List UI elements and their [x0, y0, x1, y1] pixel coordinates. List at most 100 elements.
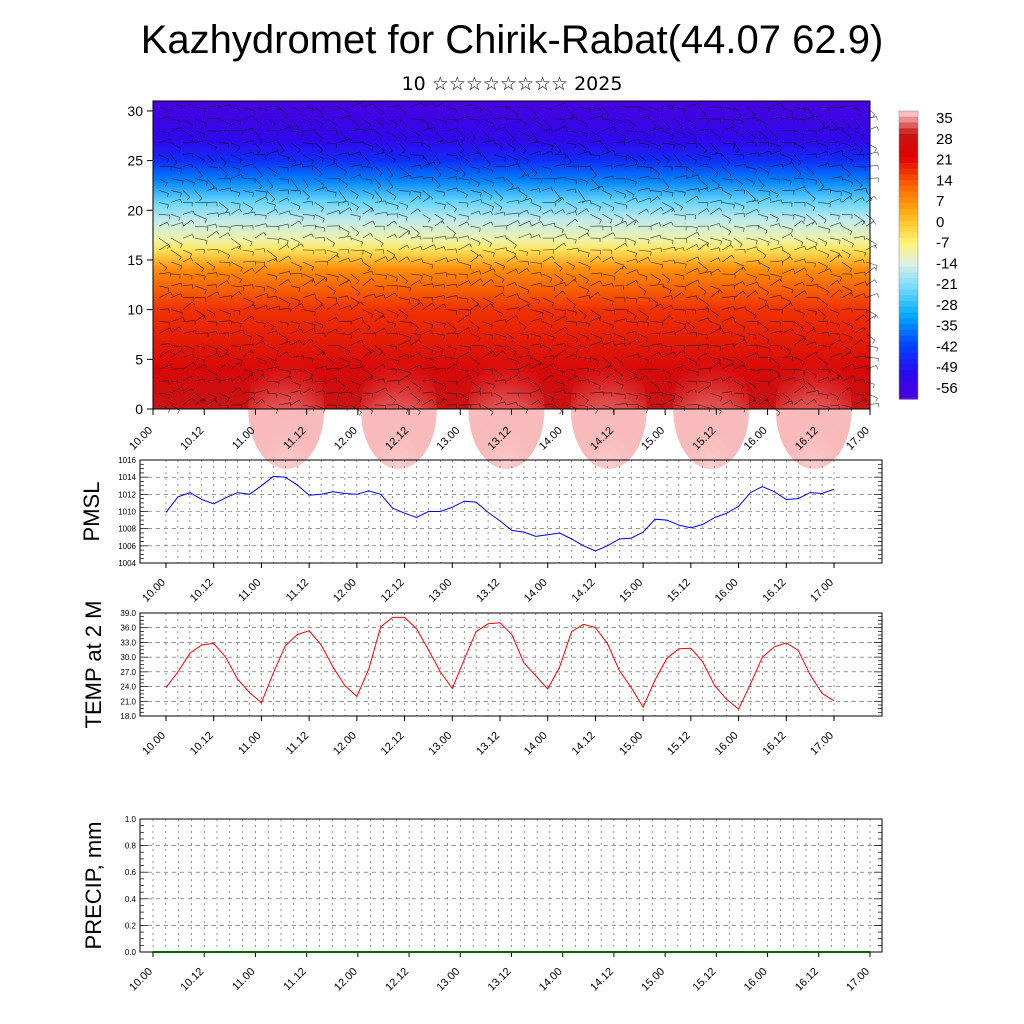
wind-barb-flag: [719, 410, 722, 415]
wind-barb-flag: [645, 409, 648, 414]
wind-barb-flag: [214, 147, 217, 152]
wind-barb-flag: [266, 293, 269, 298]
wind-barb: [830, 126, 843, 132]
wind-barb-flag: [238, 146, 241, 151]
wind-barb-flag: [743, 228, 745, 233]
wind-barb: [734, 333, 745, 338]
wind-barb-flag: [201, 268, 205, 273]
wind-barb: [398, 386, 409, 394]
wind-barb: [278, 126, 291, 132]
wind-barb: [781, 162, 793, 167]
precip-panel: 0.00.20.40.60.81.010.00 10.12 11.00 11.12 12…: [81, 815, 883, 994]
wind-barb: [386, 166, 394, 176]
wind-barb-flag: [252, 268, 255, 272]
wind-barb-flag: [666, 160, 670, 164]
wind-barb: [841, 308, 852, 310]
wind-barb-flag: [394, 220, 397, 225]
wind-barb: [398, 214, 408, 218]
wind-barb-flag: [323, 227, 325, 232]
wind-barb: [578, 273, 589, 281]
wind-barb: [650, 321, 663, 323]
wind-barb: [158, 285, 169, 289]
wind-barb-flag: [864, 271, 866, 277]
wind-barb: [686, 154, 697, 161]
wind-barb-flag: [395, 277, 398, 283]
wind-barb-flag: [323, 408, 326, 413]
wind-barb-flag: [790, 158, 793, 163]
wind-barb-flag: [331, 362, 335, 367]
precip-y-tick-label: 0.4: [125, 895, 137, 904]
wind-barb-flag: [445, 121, 447, 126]
wind-barb: [686, 388, 695, 394]
wind-barb-flag: [670, 382, 672, 387]
wind-barb-flag: [661, 343, 663, 348]
wind-barb-flag: [462, 173, 466, 177]
wind-barb: [350, 151, 361, 155]
wind-barb: [302, 387, 312, 394]
wind-barb: [266, 258, 277, 263]
wind-barb: [806, 153, 817, 155]
wind-barb: [542, 273, 553, 279]
wind-barb: [434, 392, 445, 398]
wind-barb: [266, 105, 279, 108]
wind-barb-flag: [292, 161, 297, 165]
wind-barb: [446, 214, 456, 219]
wind-barb-flag: [312, 279, 316, 283]
wind-barb-flag: [367, 327, 371, 331]
wind-barb: [314, 178, 325, 185]
wind-barb: [218, 154, 227, 164]
wind-barb: [470, 380, 482, 389]
wind-barb: [266, 190, 275, 200]
wind-barb-flag: [538, 234, 541, 239]
wind-barb-flag: [427, 219, 431, 223]
wind-barb-flag: [527, 304, 531, 309]
wind-barb: [206, 392, 217, 398]
wind-barb-flag: [575, 354, 578, 359]
wind-barb: [278, 223, 289, 227]
wind-barb: [722, 284, 735, 287]
wind-barb: [458, 214, 469, 217]
wind-barb: [218, 232, 229, 239]
wind-barb: [170, 214, 181, 218]
wind-barb-flag: [347, 232, 350, 236]
wind-barb: [242, 297, 254, 303]
wind-barb-flag: [824, 304, 828, 309]
wind-barb-flag: [780, 295, 783, 300]
wind-barb: [518, 261, 529, 263]
wind-barb-flag: [560, 279, 564, 284]
colorbar-segment: [899, 243, 918, 250]
wind-barb-flag: [576, 338, 579, 343]
wind-barb: [662, 345, 672, 348]
wind-barb-flag: [349, 279, 352, 284]
wind-barb-flag: [263, 248, 266, 253]
wind-barb-flag: [394, 137, 398, 142]
wind-barb: [362, 190, 375, 196]
wind-barb: [818, 202, 831, 204]
wind-barb: [242, 225, 253, 227]
wind-barb: [230, 237, 242, 246]
wind-barb-flag: [552, 336, 555, 341]
wind-barb-flag: [170, 139, 173, 144]
wind-barb: [530, 261, 542, 264]
wind-barb-flag: [694, 160, 697, 165]
colorbar-segment: [899, 283, 918, 291]
wind-barb-flag: [588, 379, 590, 384]
wind-barb: [578, 208, 587, 215]
wind-barb: [194, 178, 208, 182]
wind-barb: [242, 237, 253, 243]
wind-barb-flag: [859, 112, 863, 116]
wind-barb: [734, 178, 743, 185]
wind-barb: [374, 200, 386, 203]
wind-barb: [554, 282, 565, 287]
wind-barb-flag: [217, 212, 219, 217]
wind-barb: [829, 321, 840, 326]
wind-barb-flag: [769, 197, 772, 202]
wind-barb-flag: [191, 275, 193, 280]
wind-barb: [805, 214, 815, 222]
wind-barb: [710, 392, 723, 398]
wind-barb: [398, 154, 410, 158]
wind-barb-flag: [284, 115, 288, 119]
wind-barb: [626, 249, 637, 254]
wind-barb-flag: [178, 217, 181, 222]
wind-barb: [578, 106, 591, 110]
